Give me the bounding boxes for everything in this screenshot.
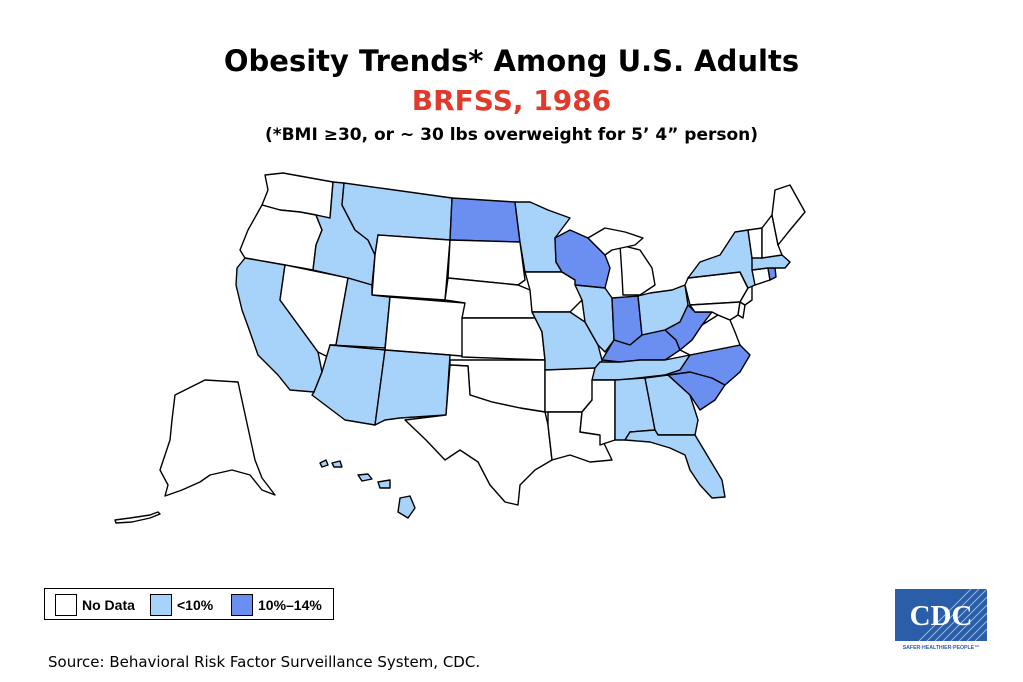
legend-item-mid: 10%–14% — [231, 593, 322, 617]
state-hi-big — [397, 495, 416, 519]
state-ks — [461, 317, 546, 361]
state-mi-upper — [587, 227, 644, 256]
state-nc — [664, 344, 751, 386]
state-wy — [371, 234, 451, 301]
legend-label-low: <10% — [177, 597, 214, 613]
cdc-logo: CDC SAFER·HEALTHIER·PEOPLE™ — [895, 589, 987, 651]
state-in — [611, 295, 643, 346]
state-hi-oahu — [331, 460, 343, 468]
us-obesity-map — [114, 172, 806, 524]
state-sd — [447, 239, 526, 286]
state-ak — [159, 379, 276, 497]
state-mi — [619, 244, 656, 296]
state-ri — [767, 267, 777, 281]
state-me — [771, 184, 806, 246]
legend-swatch-no-data — [55, 594, 77, 616]
state-az — [311, 344, 386, 426]
legend-item-no-data: No Data — [55, 593, 135, 617]
state-hi-maui — [357, 473, 373, 482]
bmi-note: (*BMI ≥30, or ~ 30 lbs overweight for 5’… — [264, 125, 759, 145]
cdc-logo-tagline: SAFER·HEALTHIER·PEOPLE™ — [903, 645, 980, 651]
legend-label-mid: 10%–14% — [258, 597, 322, 613]
legend: No Data <10% 10%–14% — [44, 588, 334, 620]
state-fl — [624, 429, 726, 499]
legend-swatch-mid — [231, 594, 253, 616]
state-ak-chain — [114, 511, 161, 524]
legend-swatch-low — [150, 594, 172, 616]
state-tx — [404, 364, 553, 506]
state-nh — [761, 214, 783, 259]
state-nd — [449, 197, 521, 243]
state-ct — [751, 267, 771, 286]
state-hi-kauai — [319, 459, 329, 468]
legend-label-no-data: No Data — [82, 597, 135, 613]
legend-item-low: <10% — [150, 593, 213, 617]
state-nm — [374, 349, 451, 426]
state-ma — [751, 254, 791, 271]
map-title: Obesity Trends* Among U.S. Adults — [223, 44, 800, 78]
cdc-logo-text: CDC — [910, 600, 973, 632]
state-il — [574, 284, 615, 353]
state-co — [384, 296, 466, 357]
map-subtitle: BRFSS, 1986 — [411, 84, 612, 117]
source-note: Source: Behavioral Risk Factor Surveilla… — [48, 653, 481, 671]
state-hi-molokai — [377, 479, 391, 489]
